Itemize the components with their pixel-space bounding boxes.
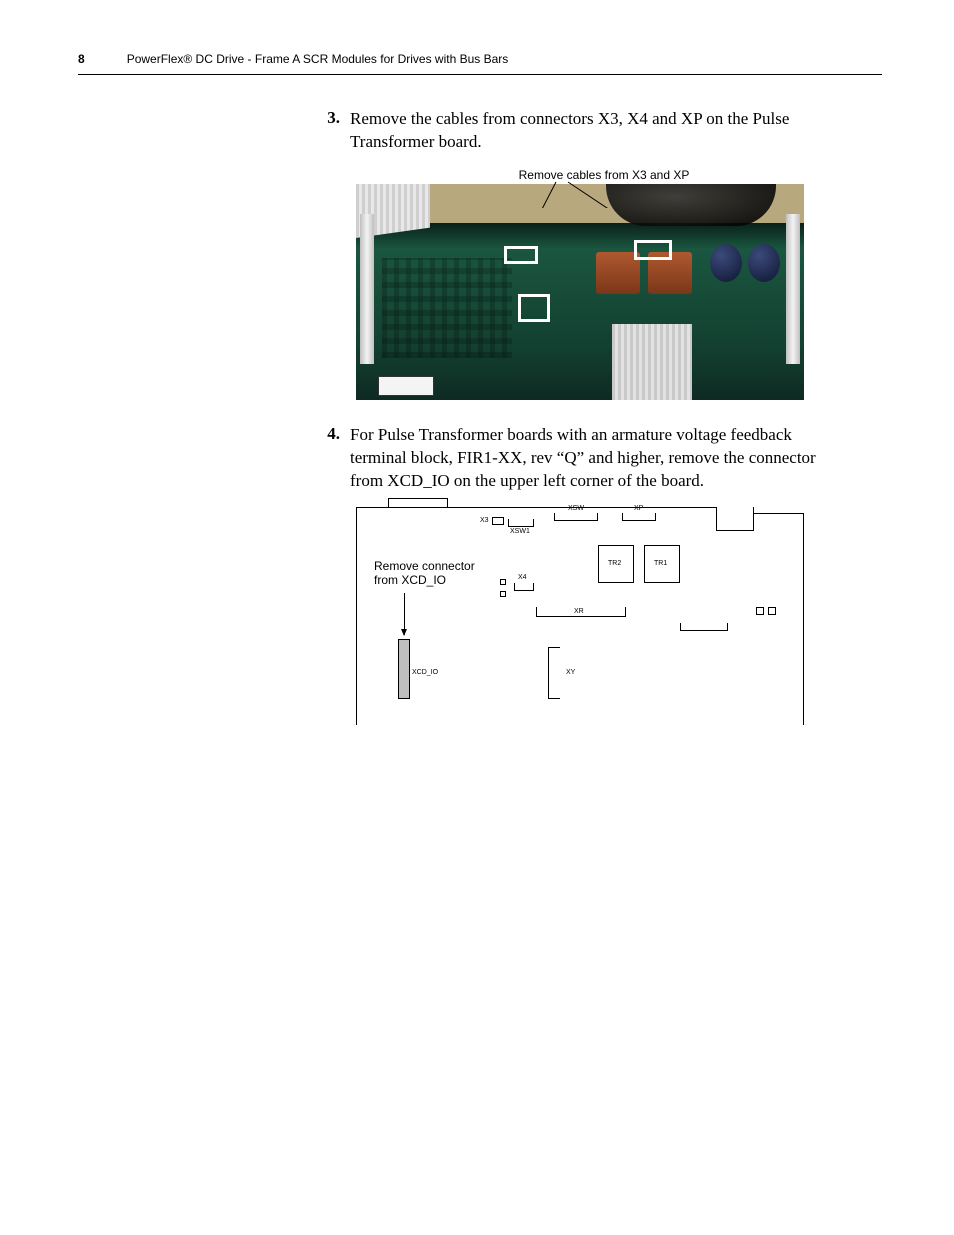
pin-icon: [756, 607, 764, 615]
callout-line1: Remove connector: [374, 559, 475, 573]
step-text: Remove the cables from connectors X3, X4…: [350, 108, 852, 154]
tab-icon: [388, 498, 448, 507]
highlight-box-icon: [518, 294, 550, 322]
ribbon-cable-icon: [612, 324, 692, 400]
block-icon: [716, 507, 754, 531]
connector-x4: [514, 583, 534, 591]
step-text: For Pulse Transformer boards with an arm…: [350, 424, 852, 493]
pin-icon: [500, 591, 506, 597]
connector-x3: [492, 517, 504, 525]
photo-wrap: [356, 184, 852, 400]
header-title: PowerFlex® DC Drive - Frame A SCR Module…: [127, 52, 509, 66]
mount-rail-icon: [360, 214, 374, 364]
step-4: 4. For Pulse Transformer boards with an …: [318, 424, 852, 493]
sticker-icon: [378, 376, 434, 396]
label-xsw1: XSW1: [510, 528, 530, 535]
cable-bundle-icon: [606, 184, 776, 226]
step-number: 4.: [318, 424, 340, 493]
mount-rail-icon: [786, 214, 800, 364]
arrow-down-icon: [404, 593, 405, 635]
capacitor-icon: [748, 244, 780, 282]
connector-icon: [680, 623, 728, 631]
connector-xsw: [554, 513, 598, 521]
connector-xcd-io: [398, 639, 410, 699]
label-xcd-io: XCD_IO: [412, 669, 438, 676]
connector-xy: [548, 647, 560, 699]
content-area: 3. Remove the cables from connectors X3,…: [318, 108, 852, 725]
label-tr2: TR2: [608, 560, 621, 567]
circuit-board-photo: [356, 184, 804, 400]
board-diagram: X3 XSW1 XSW XP TR2 TR1 X4 XR: [356, 507, 804, 725]
pin-icon: [768, 607, 776, 615]
pin-icon: [500, 579, 506, 585]
page-header: 8 PowerFlex® DC Drive - Frame A SCR Modu…: [78, 52, 882, 75]
connector-xp: [622, 513, 656, 521]
diagram-wrap: X3 XSW1 XSW XP TR2 TR1 X4 XR: [356, 507, 852, 725]
step-3: 3. Remove the cables from connectors X3,…: [318, 108, 852, 154]
diagram-border-icon: [754, 513, 804, 514]
diagram-border-icon: [803, 513, 804, 725]
label-x4: X4: [518, 574, 527, 581]
page-number: 8: [78, 52, 85, 66]
highlight-box-icon: [504, 246, 538, 264]
label-tr1: TR1: [654, 560, 667, 567]
step-number: 3.: [318, 108, 340, 154]
label-xr: XR: [574, 608, 584, 615]
callout-line2: from XCD_IO: [374, 573, 446, 587]
label-xsw: XSW: [568, 505, 584, 512]
photo-caption: Remove cables from X3 and XP: [356, 168, 852, 182]
highlight-box-icon: [634, 240, 672, 260]
component-grid-icon: [382, 258, 512, 358]
capacitor-icon: [710, 244, 742, 282]
label-xy: XY: [566, 669, 575, 676]
label-xp: XP: [634, 505, 643, 512]
diagram-border-icon: [356, 507, 357, 725]
connector-xsw1: [508, 519, 534, 527]
diagram-border-icon: [356, 507, 716, 508]
label-x3: X3: [480, 517, 489, 524]
callout-text: Remove connector from XCD_IO: [374, 559, 494, 588]
